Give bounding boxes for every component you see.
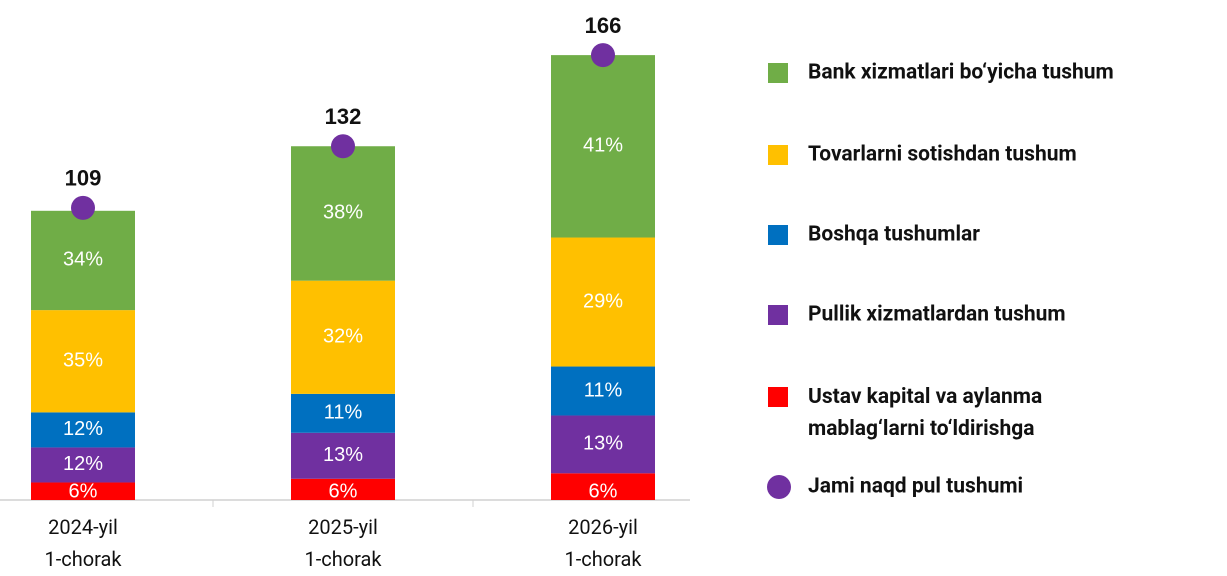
bar-segment [291,146,395,281]
bar-segment [31,210,135,311]
bar-segment [31,482,135,500]
x-tick-label: 2024-yil 1-chorak [44,515,122,571]
segment-label: 29% [583,290,623,312]
segment-label: 6% [69,480,98,502]
legend-label: Bank xizmatlari bo‘yicha tushum [808,61,1114,85]
total-label: 132 [325,104,362,129]
legend-swatch [768,63,788,83]
legend-swatch [768,387,788,407]
x-tick-label: 2025-yil 1-chorak [304,515,382,571]
legend-dot [767,475,791,499]
legend-label: Pullik xizmatlardan tushum [808,303,1066,327]
segment-label: 41% [583,135,623,157]
total-label: 109 [65,166,102,191]
bar-segment [291,478,395,500]
bar-segment [31,447,135,483]
legend-label: Jami naqd pul tushumi [808,475,1023,499]
segment-label: 6% [589,480,618,502]
total-dot [591,43,615,68]
bar-segment [291,432,395,479]
legend-label: Boshqa tushumlar [808,223,980,247]
legend-swatch [768,145,788,165]
legend-label: Tovarlarni sotishdan tushum [808,143,1077,167]
legend-swatch [768,305,788,325]
segment-label: 13% [323,444,363,466]
total-label: 166 [585,13,622,38]
segment-label: 6% [329,480,358,502]
segment-label: 12% [63,453,103,475]
bar-segment [551,237,655,367]
segment-label: 38% [323,202,363,224]
segment-label: 12% [63,418,103,440]
segment-label: 11% [584,379,623,401]
segment-label: 11% [324,402,363,424]
bar-segment [31,412,135,448]
bar-segment [291,393,395,433]
segment-label: 34% [63,249,103,271]
total-dot [71,195,95,220]
bar-segment [551,415,655,474]
segment-label: 13% [583,433,623,455]
bar-segment [551,473,655,500]
segment-label: 32% [323,326,363,348]
bar-segment [31,310,135,413]
total-dot [331,134,355,159]
x-tick-label: 2026-yil 1-chorak [564,515,642,571]
bar-segment [551,366,655,416]
legend-label: Ustav kapital va aylanma mablag‘larni to‘… [808,385,1042,441]
legend-swatch [768,225,788,245]
bar-segment [551,55,655,238]
segment-label: 35% [63,350,103,372]
bar-segment [291,280,395,394]
